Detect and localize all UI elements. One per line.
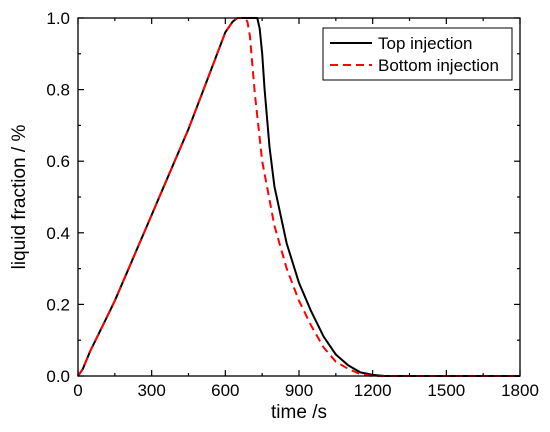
y-tick-label: 0.6 xyxy=(46,152,70,171)
y-axis-title: liquid fraction / % xyxy=(9,125,30,270)
y-tick-label: 0.0 xyxy=(46,367,70,386)
x-tick-label: 0 xyxy=(73,381,82,400)
legend-box xyxy=(322,27,513,81)
legend-label-top-injection: Top injection xyxy=(378,34,473,53)
tick-label-layer: 0 300 600 900 1200 1500 1800 0.0 0.2 0.4 0.6 0.8 1.0 xyxy=(46,9,539,400)
x-tick-label: 1200 xyxy=(354,381,392,400)
y-tick-label: 0.2 xyxy=(46,295,70,314)
y-tick-label: 0.4 xyxy=(46,224,70,243)
x-tick-label: 900 xyxy=(285,381,313,400)
tick-layer xyxy=(77,17,521,377)
series-line-1 xyxy=(77,17,520,377)
legend-label-bottom-injection: Bottom injection xyxy=(378,56,499,75)
legend: Top injection Bottom injection xyxy=(322,27,513,81)
y-tick-label: 1.0 xyxy=(46,9,70,28)
x-tick-label: 600 xyxy=(211,381,239,400)
y-tick-label: 0.8 xyxy=(46,81,70,100)
x-tick-label: 1800 xyxy=(501,381,539,400)
x-tick-label: 1500 xyxy=(427,381,465,400)
x-tick-label: 300 xyxy=(137,381,165,400)
x-axis-title: time /s xyxy=(271,402,327,423)
